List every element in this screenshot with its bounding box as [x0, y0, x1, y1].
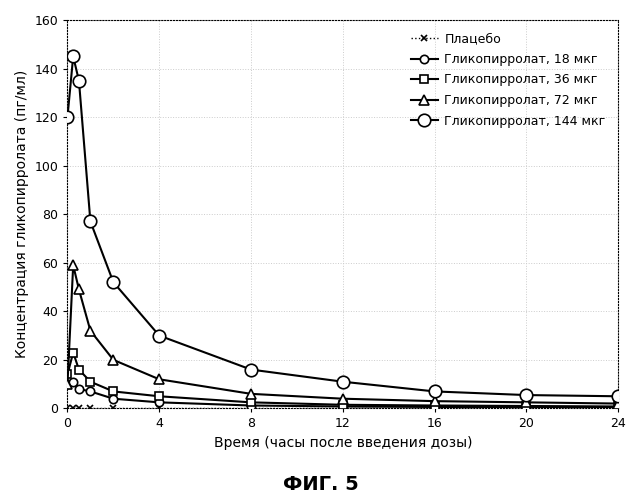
Гликопирролат, 18 мкг — [614, 404, 622, 410]
Гликопирролат, 36 мкг — [155, 394, 163, 400]
Гликопирролат, 18 мкг — [522, 404, 530, 410]
Y-axis label: Концентрация гликопирролата (пг/мл): Концентрация гликопирролата (пг/мл) — [15, 70, 29, 358]
Гликопирролат, 144 мкг — [87, 218, 94, 224]
Гликопирролат, 72 мкг — [110, 357, 117, 363]
Гликопирролат, 144 мкг — [155, 332, 163, 338]
Гликопирролат, 144 мкг — [63, 114, 71, 120]
Line: Гликопирролат, 144 мкг: Гликопирролат, 144 мкг — [61, 50, 624, 403]
Line: Гликопирролат, 36 мкг: Гликопирролат, 36 мкг — [63, 348, 622, 410]
X-axis label: Время (часы после введения дозы): Время (часы после введения дозы) — [213, 436, 472, 450]
Плацебо — [614, 404, 622, 410]
Гликопирролат, 36 мкг — [431, 402, 438, 408]
Гликопирролат, 144 мкг — [614, 394, 622, 400]
Гликопирролат, 36 мкг — [247, 400, 255, 406]
Гликопирролат, 36 мкг — [63, 372, 71, 378]
Гликопирролат, 36 мкг — [69, 350, 77, 356]
Плацебо — [63, 404, 71, 410]
Гликопирролат, 18 мкг — [431, 404, 438, 410]
Гликопирролат, 144 мкг — [431, 388, 438, 394]
Гликопирролат, 36 мкг — [75, 366, 83, 372]
Гликопирролат, 72 мкг — [155, 376, 163, 382]
Гликопирролат, 72 мкг — [63, 381, 71, 387]
Гликопирролат, 144 мкг — [339, 378, 347, 384]
Гликопирролат, 72 мкг — [75, 286, 83, 292]
Гликопирролат, 18 мкг — [247, 402, 255, 408]
Гликопирролат, 144 мкг — [69, 54, 77, 60]
Плацебо — [69, 404, 77, 410]
Гликопирролат, 18 мкг — [87, 388, 94, 394]
Плацебо — [522, 404, 530, 410]
Гликопирролат, 18 мкг — [63, 381, 71, 387]
Гликопирролат, 18 мкг — [110, 396, 117, 402]
Плацебо — [110, 404, 117, 410]
Гликопирролат, 18 мкг — [339, 404, 347, 409]
Гликопирролат, 36 мкг — [614, 404, 622, 409]
Плацебо — [339, 404, 347, 410]
Плацебо — [247, 404, 255, 410]
Плацебо — [155, 404, 163, 410]
Гликопирролат, 18 мкг — [69, 378, 77, 384]
Гликопирролат, 72 мкг — [522, 400, 530, 406]
Гликопирролат, 72 мкг — [339, 396, 347, 402]
Гликопирролат, 36 мкг — [522, 403, 530, 409]
Гликопирролат, 72 мкг — [431, 398, 438, 404]
Гликопирролат, 18 мкг — [155, 400, 163, 406]
Гликопирролат, 144 мкг — [247, 366, 255, 372]
Line: Плацебо: Плацебо — [64, 404, 622, 411]
Line: Гликопирролат, 18 мкг: Гликопирролат, 18 мкг — [63, 378, 622, 412]
Гликопирролат, 36 мкг — [339, 402, 347, 408]
Гликопирролат, 144 мкг — [75, 78, 83, 84]
Line: Гликопирролат, 72 мкг: Гликопирролат, 72 мкг — [63, 260, 623, 408]
Гликопирролат, 36 мкг — [87, 378, 94, 384]
Плацебо — [87, 404, 94, 410]
Legend: Плацебо, Гликопирролат, 18 мкг, Гликопирролат, 36 мкг, Гликопирролат, 72 мкг, Гл: Плацебо, Гликопирролат, 18 мкг, Гликопир… — [404, 26, 612, 134]
Text: ФИГ. 5: ФИГ. 5 — [283, 475, 358, 494]
Плацебо — [431, 404, 438, 410]
Гликопирролат, 72 мкг — [87, 328, 94, 334]
Гликопирролат, 72 мкг — [614, 400, 622, 406]
Гликопирролат, 18 мкг — [75, 386, 83, 392]
Гликопирролат, 36 мкг — [110, 388, 117, 394]
Гликопирролат, 72 мкг — [247, 391, 255, 397]
Гликопирролат, 144 мкг — [522, 392, 530, 398]
Гликопирролат, 72 мкг — [69, 262, 77, 268]
Плацебо — [75, 404, 83, 410]
Гликопирролат, 144 мкг — [110, 279, 117, 285]
